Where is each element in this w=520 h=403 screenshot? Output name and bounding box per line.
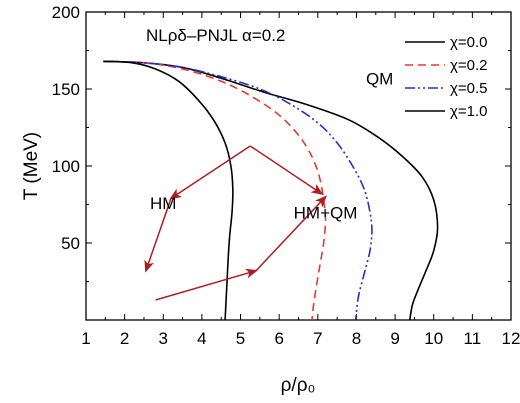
series-line-3	[103, 60, 234, 321]
series-line-0	[103, 60, 439, 321]
legend: χ=0.0 χ=0.2 χ=0.5 χ=1.0	[405, 34, 488, 120]
arrow-1	[249, 145, 324, 195]
arrow-2	[144, 198, 172, 273]
legend-label-0: χ=0.0	[450, 34, 488, 51]
y-tick-label: 100	[52, 157, 80, 176]
series-line-1	[103, 60, 327, 321]
x-tick-label: 4	[197, 329, 206, 348]
x-tick-label: 6	[274, 329, 283, 348]
legend-label-3: χ=1.0	[450, 103, 488, 120]
legend-label-2: χ=0.5	[450, 80, 488, 97]
annotation-layer: HM HM+QM QM	[150, 69, 393, 222]
x-tick-label: 12	[502, 329, 520, 348]
annotation-qm: QM	[366, 69, 393, 88]
x-axis-title: ρ/ρ₀	[281, 375, 316, 396]
arrow-0	[169, 145, 251, 200]
arrow-3	[155, 268, 258, 301]
y-tick-label: 50	[61, 234, 80, 253]
plot-frame	[85, 11, 512, 321]
x-tick-label: 9	[390, 329, 399, 348]
annotation-hm: HM	[150, 194, 176, 213]
annotation-hm-qm: HM+QM	[294, 203, 358, 222]
x-tick-label: 8	[352, 329, 361, 348]
series-layer	[103, 60, 439, 321]
series-line-2	[103, 60, 373, 321]
x-tick-label: 10	[424, 329, 443, 348]
y-tick-label: 200	[52, 3, 80, 22]
x-tick-label: 2	[120, 329, 129, 348]
x-tick-label: 5	[236, 329, 245, 348]
legend-label-1: χ=0.2	[450, 57, 488, 74]
x-tick-label: 7	[313, 329, 322, 348]
chart-title: NLρδ–PNJL α=0.2	[146, 26, 285, 45]
x-tick-label: 3	[159, 329, 168, 348]
y-tick-label: 150	[52, 80, 80, 99]
x-tick-label: 11	[464, 329, 482, 348]
arrow-4	[255, 195, 327, 272]
arrow-layer	[144, 145, 327, 301]
x-tick-label: 1	[81, 329, 90, 348]
y-axis-title: T (MeV)	[21, 132, 42, 200]
